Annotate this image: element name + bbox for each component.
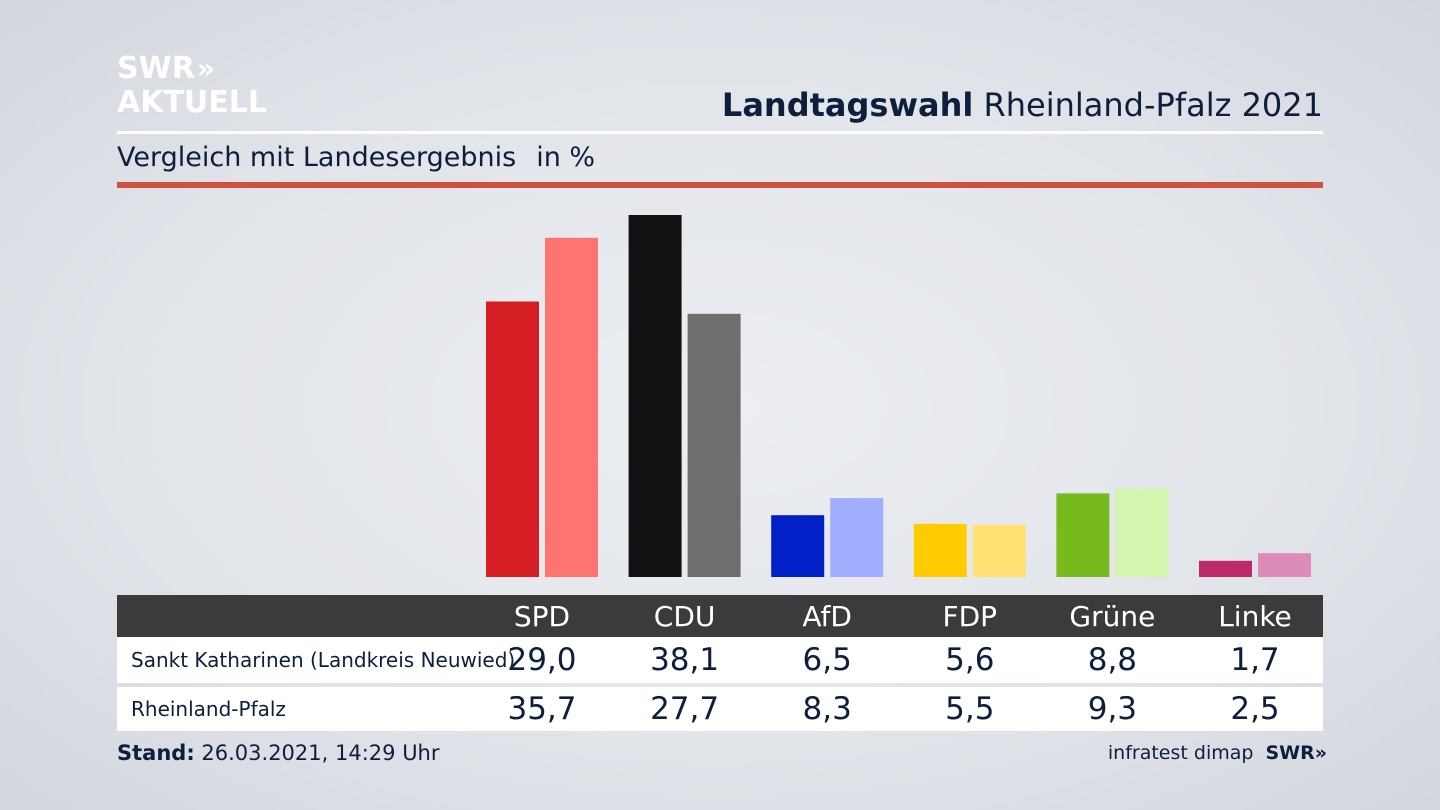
bar-afd-state <box>830 498 884 577</box>
bar-fdp-state <box>972 524 1026 577</box>
table-row: Sankt Katharinen (Landkreis Neuwied) 29,… <box>117 637 1323 683</box>
title-divider <box>117 131 1323 134</box>
logo-aktuell-text: AKTUELL <box>117 85 268 120</box>
bar-grne-state <box>1115 488 1169 577</box>
title-rest: Rheinland-Pfalz 2021 <box>983 86 1323 124</box>
bar-grne-local <box>1056 493 1110 577</box>
table-cell-linke: 1,7 <box>1230 642 1280 678</box>
bar-spd-local <box>486 301 539 577</box>
bar-cdu-state <box>687 313 741 577</box>
stand-value: 26.03.2021, 14:29 Uhr <box>201 741 440 765</box>
swr-aktuell-logo: SWR» AKTUELL <box>117 54 267 118</box>
subtitle-divider <box>117 182 1323 188</box>
table-header: SPD CDU AfD FDP Grüne Linke <box>117 595 1323 637</box>
table-cell-fdp: 5,5 <box>945 691 995 727</box>
source-text: infratest dimap <box>1107 742 1254 764</box>
table-cell-afd: 6,5 <box>802 642 852 678</box>
bar-linke-local <box>1199 560 1252 577</box>
swr-logo: SWR» <box>1265 742 1327 764</box>
column-header-linke: Linke <box>1218 599 1292 633</box>
bar-afd-local <box>771 515 825 577</box>
table-cell-spd: 35,7 <box>507 691 577 727</box>
table-cell-fdp: 5,6 <box>945 642 995 678</box>
bar-cdu-local <box>628 215 682 577</box>
column-header-afd: AfD <box>802 599 852 633</box>
table-cell-spd: 29,0 <box>507 642 577 678</box>
chart-subtitle: Vergleich mit Landesergebnis in % <box>117 142 595 173</box>
stand-label: Stand: <box>117 741 195 765</box>
bar-spd-state <box>545 237 598 578</box>
bar-linke-state <box>1258 553 1311 577</box>
logo-swr-text: SWR <box>117 51 195 86</box>
results-table: SPD CDU AfD FDP Grüne Linke Sankt Katharinen … <box>117 595 1323 731</box>
column-header-grne: Grüne <box>1069 599 1156 633</box>
timestamp: Stand: 26.03.2021, 14:29 Uhr <box>117 741 440 765</box>
page-title: Landtagswahl Rheinland-Pfalz 2021 <box>722 86 1323 124</box>
subtitle-text: Vergleich mit Landesergebnis <box>117 142 517 173</box>
table-cell-cdu: 27,7 <box>650 691 720 727</box>
column-header-cdu: CDU <box>653 599 716 633</box>
bar-fdp-local <box>913 523 967 577</box>
swr-arrows-icon: » <box>1314 742 1327 764</box>
row-label: Rheinland-Pfalz <box>131 697 286 721</box>
table-cell-grne: 8,8 <box>1087 642 1138 678</box>
column-header-spd: SPD <box>513 599 571 633</box>
table-cell-grne: 9,3 <box>1087 691 1138 727</box>
swr-logo-text: SWR <box>1265 742 1315 764</box>
column-header-fdp: FDP <box>942 599 998 633</box>
source-credit: infratest dimap SWR» <box>1107 742 1327 764</box>
table-cell-cdu: 38,1 <box>650 642 720 678</box>
subtitle-unit: in % <box>536 142 596 173</box>
title-bold: Landtagswahl <box>721 86 974 124</box>
table-row: Rheinland-Pfalz 35,7 27,7 8,3 5,5 9,3 2,5 <box>117 687 1323 731</box>
table-cell-linke: 2,5 <box>1230 691 1280 727</box>
row-label: Sankt Katharinen (Landkreis Neuwied) <box>131 648 516 672</box>
table-cell-afd: 8,3 <box>802 691 852 727</box>
